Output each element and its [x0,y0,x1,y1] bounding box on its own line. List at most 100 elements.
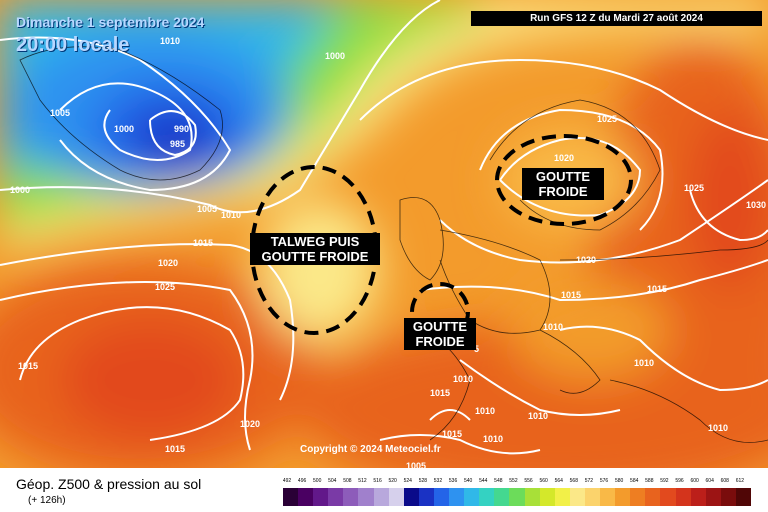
goutte-nord-line-2: FROIDE [538,184,588,199]
forecast-time: 20:00 locale [16,34,130,56]
scale-swatch [343,488,359,506]
isobar-label: 1025 [684,183,705,193]
scale-swatch [358,488,375,506]
scale-tick-label: 596 [675,478,684,484]
isobar-label: 1005 [406,461,427,468]
isobar-label: 1010 [453,374,474,384]
legend-subtitle: (+ 126h) [28,495,66,506]
scale-tick-label: 572 [584,478,594,484]
scale-swatch [660,488,676,506]
scale-swatch [645,488,661,506]
scale-swatch [298,488,314,506]
scale-tick-label: 600 [690,478,699,484]
isobar-label: 1000 [114,124,135,134]
scale-swatch [373,488,390,506]
isobar-label: 1015 [165,444,186,454]
isobar-label: 5 [474,344,480,354]
scale-tick-label: 528 [418,478,428,484]
scale-tick-label: 540 [463,478,473,484]
scale-tick-label: 564 [554,478,563,484]
scale-swatch [524,488,541,506]
scale-tick-label: 532 [433,478,443,484]
isobar-label: 1005 [50,108,71,118]
scale-swatch [449,488,465,506]
run-info: Run GFS 12 Z du Mardi 27 août 2024 [471,11,762,26]
scale-swatch [403,488,420,506]
goutte-nord-annotation: GOUTTE FROIDE [522,168,604,200]
scale-tick-label: 588 [645,478,654,484]
isobar-label: 1020 [576,255,597,265]
isobar-label: 1030 [746,200,767,210]
isobar-label: 1025 [597,114,618,124]
scale-tick-label: 576 [599,478,609,484]
scale-tick-label: 524 [403,478,412,484]
scale-tick-label: 604 [705,478,714,484]
forecast-date: Dimanche 1 septembre 2024 [16,14,205,30]
scale-swatch [690,488,707,506]
isobar-label: 1010 [708,423,729,433]
weather-map: 1010 1000 1005 1000 990 985 1000 1005 10… [0,0,768,468]
goutte-sud-line-1: GOUTTE [412,319,468,334]
talweg-line-1: TALWEG PUIS [270,234,360,249]
isobar-label: 1015 [18,361,39,371]
goutte-nord-line-1: GOUTTE [535,169,591,184]
scale-tick-label: 548 [494,478,503,484]
scale-swatch [735,488,752,506]
geopotential-field [0,0,768,468]
isobar-label: 1015 [442,429,463,439]
color-scale [283,488,752,506]
legend-title: Géop. Z500 & pression au sol [16,476,202,492]
scale-tick-label: 512 [358,478,367,484]
isobar-label: 1015 [647,284,668,294]
isobar-label: 1010 [483,434,504,444]
scale-swatch [705,488,722,506]
scale-swatch [479,488,495,506]
scale-swatch [388,488,405,506]
isobar-label: 1010 [543,322,564,332]
isobar-label: 1020 [554,153,575,163]
goutte-sud-circle [410,282,470,342]
isobar-label: 1000 [10,185,31,195]
scale-tick-label: 496 [297,478,307,484]
copyright: Copyright © 2024 Meteociel.fr [300,444,441,455]
scale-swatch [600,488,616,506]
scale-swatch [615,488,631,506]
scale-tick-label: 516 [373,478,382,484]
scale-tick-label: 552 [509,478,518,484]
scale-swatch [584,488,601,506]
isobar-label: 1025 [155,282,176,292]
scale-tick-label: 608 [720,478,729,484]
scale-swatch [494,488,510,506]
scale-tick-label: 504 [328,478,337,484]
isobar-label: 1010 [528,411,549,421]
isobar-label: 985 [170,139,186,149]
isobar-label: 1005 [197,204,218,214]
isobar-label: 1020 [240,419,261,429]
isobar-label: 990 [174,124,190,134]
scale-tick-label: 584 [630,478,639,484]
scale-tick-label: 508 [343,478,352,484]
scale-tick-label: 536 [448,478,458,484]
talweg-annotation: TALWEG PUIS GOUTTE FROIDE [250,233,380,265]
scale-tick-label: 556 [524,478,533,484]
scale-tick-label: 612 [735,478,745,484]
scale-swatch [313,488,329,506]
scale-tick-label: 580 [614,478,624,484]
isobar-label: 1015 [430,388,451,398]
goutte-sud-line-2: FROIDE [415,334,465,349]
map-canvas [0,0,768,468]
isobar-label: 1015 [193,238,214,248]
isobar-label: 1000 [325,51,346,61]
scale-swatch [569,488,586,506]
scale-swatch [328,488,344,506]
isobar-label: 1015 [561,290,582,300]
coastlines [19,46,768,443]
scale-swatch [509,488,526,506]
isobar-label: 1010 [221,210,242,220]
scale-swatch [720,488,737,506]
scale-tick-label: 500 [313,478,322,484]
scale-tick-label: 544 [479,478,488,484]
talweg-line-2: GOUTTE FROIDE [261,249,369,264]
scale-swatch [554,488,571,506]
isobar-label: 1020 [158,258,179,268]
